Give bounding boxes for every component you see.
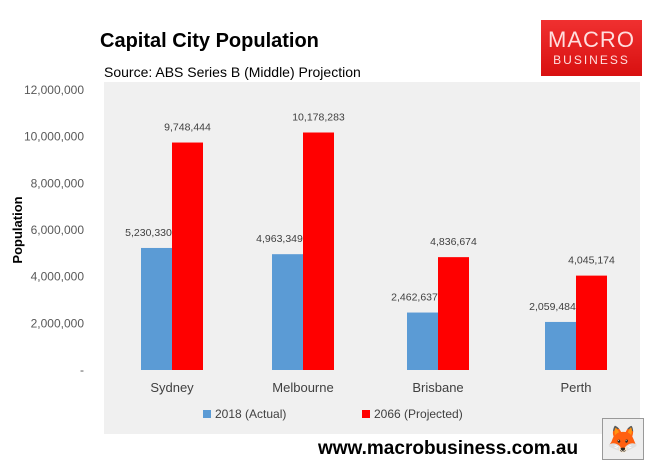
bar-2018 bbox=[407, 312, 438, 370]
y-tick-label: 8,000,000 bbox=[31, 176, 85, 190]
bar-2066 bbox=[576, 275, 607, 370]
data-label: 9,748,444 bbox=[164, 122, 211, 134]
y-axis-label: Population bbox=[10, 196, 25, 263]
legend-label: 2018 (Actual) bbox=[215, 407, 286, 421]
fox-logo-icon: 🦊 bbox=[602, 418, 644, 460]
x-tick-label: Melbourne bbox=[272, 380, 333, 395]
data-label: 10,178,283 bbox=[292, 112, 345, 124]
bar-2018 bbox=[272, 254, 303, 370]
y-tick-label: 10,000,000 bbox=[24, 130, 84, 144]
y-tick-label: 12,000,000 bbox=[24, 83, 84, 97]
bar-2018 bbox=[545, 321, 576, 370]
data-label: 4,045,174 bbox=[568, 255, 615, 267]
logo-line1: MACRO bbox=[548, 27, 635, 52]
x-tick-label: Brisbane bbox=[412, 380, 463, 395]
data-label: 2,059,484 bbox=[529, 301, 576, 313]
data-label: 2,462,637 bbox=[391, 292, 438, 304]
y-tick-label: - bbox=[80, 363, 84, 377]
bar-2066 bbox=[438, 257, 469, 370]
y-tick-label: 2,000,000 bbox=[31, 316, 85, 330]
chart-title: Capital City Population bbox=[100, 30, 319, 52]
bar-2066 bbox=[303, 132, 334, 370]
website-url: www.macrobusiness.com.au bbox=[318, 438, 579, 459]
legend-swatch bbox=[203, 410, 211, 418]
data-label: 4,836,674 bbox=[430, 236, 477, 248]
x-tick-label: Perth bbox=[560, 380, 591, 395]
chart-subtitle: Source: ABS Series B (Middle) Projection bbox=[104, 64, 361, 80]
bar-2066 bbox=[172, 142, 203, 370]
data-label: 5,230,330 bbox=[125, 227, 172, 239]
y-tick-label: 4,000,000 bbox=[31, 270, 85, 284]
bar-2018 bbox=[141, 247, 172, 370]
data-label: 4,963,349 bbox=[256, 233, 303, 245]
y-tick-label: 6,000,000 bbox=[31, 223, 85, 237]
macrobusiness-logo: MACRO BUSINESS bbox=[541, 20, 642, 76]
legend-label: 2066 (Projected) bbox=[374, 407, 463, 421]
legend-swatch bbox=[362, 410, 370, 418]
x-tick-label: Sydney bbox=[150, 380, 194, 395]
logo-line2: BUSINESS bbox=[553, 53, 630, 67]
